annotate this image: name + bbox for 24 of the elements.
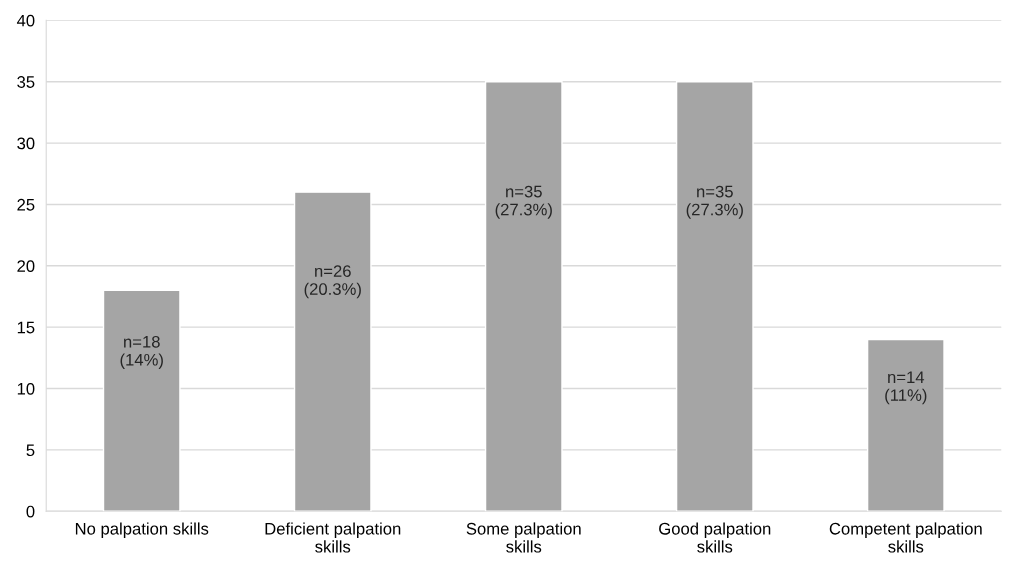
- y-tick-label: 20: [17, 260, 35, 273]
- data-label: n=35 (27.3%): [495, 185, 552, 219]
- y-tick-label: 0: [26, 505, 35, 518]
- bar: [102, 289, 181, 512]
- bar: [484, 81, 563, 512]
- x-tick-label: Competent palpation skills: [829, 522, 982, 553]
- bar: [866, 338, 945, 512]
- y-tick-label: 30: [17, 137, 35, 150]
- x-tick-label: No palpation skills: [75, 522, 209, 538]
- y-tick-label: 40: [16, 14, 35, 27]
- data-label: n=14 (11%): [885, 371, 927, 405]
- x-tick-label: Good palpation skills: [659, 522, 771, 553]
- data-label: n=26 (20.3%): [304, 265, 361, 299]
- x-tick-label: Some palpation skills: [466, 522, 581, 553]
- data-label: n=35 (27.3%): [686, 185, 743, 219]
- x-tick-label: Deficient palpation skills: [265, 522, 401, 553]
- y-tick-label: 10: [17, 382, 35, 395]
- y-tick-label: 25: [17, 198, 35, 211]
- y-tick-label: 35: [17, 76, 35, 88]
- data-label: n=18 (14%): [120, 335, 163, 369]
- y-tick-label: 5: [26, 444, 35, 457]
- y-tick-label: 15: [17, 321, 35, 334]
- bar: [675, 81, 754, 512]
- bar: [293, 191, 372, 512]
